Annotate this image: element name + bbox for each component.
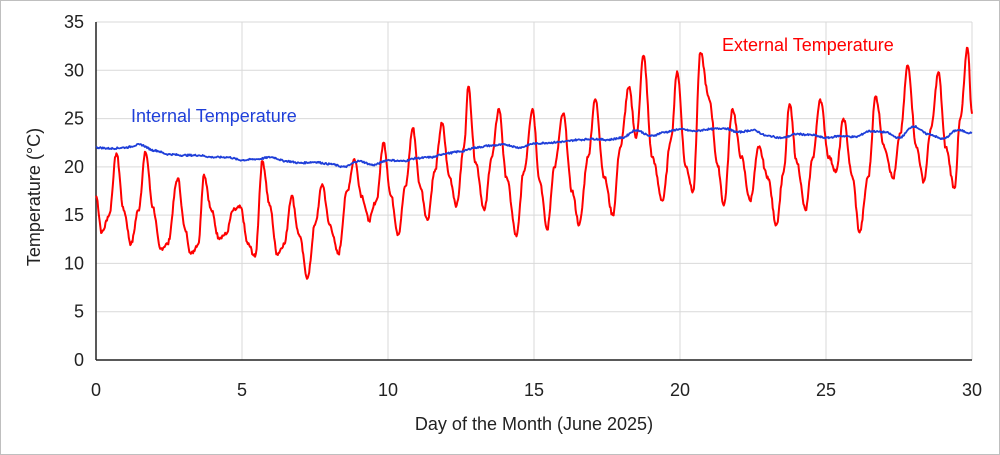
series-line-internal (95, 125, 973, 169)
y-tick-label: 20 (64, 157, 84, 177)
y-tick-label: 15 (64, 205, 84, 225)
x-tick-label: 20 (670, 380, 690, 400)
x-tick-label: 0 (91, 380, 101, 400)
y-axis-title: Temperature (°C) (24, 128, 44, 266)
series-line-external (95, 46, 973, 280)
gridlines (96, 21, 973, 360)
y-tick-label: 5 (74, 302, 84, 322)
series-lines (95, 46, 973, 280)
y-tick-label: 0 (74, 350, 84, 370)
x-tick-label: 15 (524, 380, 544, 400)
x-axis-title: Day of the Month (June 2025) (415, 414, 653, 434)
y-tick-labels: 0 5 10 15 20 25 30 35 (64, 12, 84, 370)
y-tick-label: 10 (64, 253, 84, 273)
y-tick-label: 35 (64, 12, 84, 32)
y-tick-label: 30 (64, 60, 84, 80)
series-label-external: External Temperature (722, 35, 894, 55)
x-tick-labels: 0 5 10 15 20 25 30 (91, 380, 982, 400)
y-tick-label: 25 (64, 109, 84, 129)
series-label-internal: Internal Temperature (131, 106, 297, 126)
x-tick-label: 5 (237, 380, 247, 400)
axes (95, 22, 972, 361)
x-tick-label: 10 (378, 380, 398, 400)
x-tick-label: 30 (962, 380, 982, 400)
x-tick-label: 25 (816, 380, 836, 400)
